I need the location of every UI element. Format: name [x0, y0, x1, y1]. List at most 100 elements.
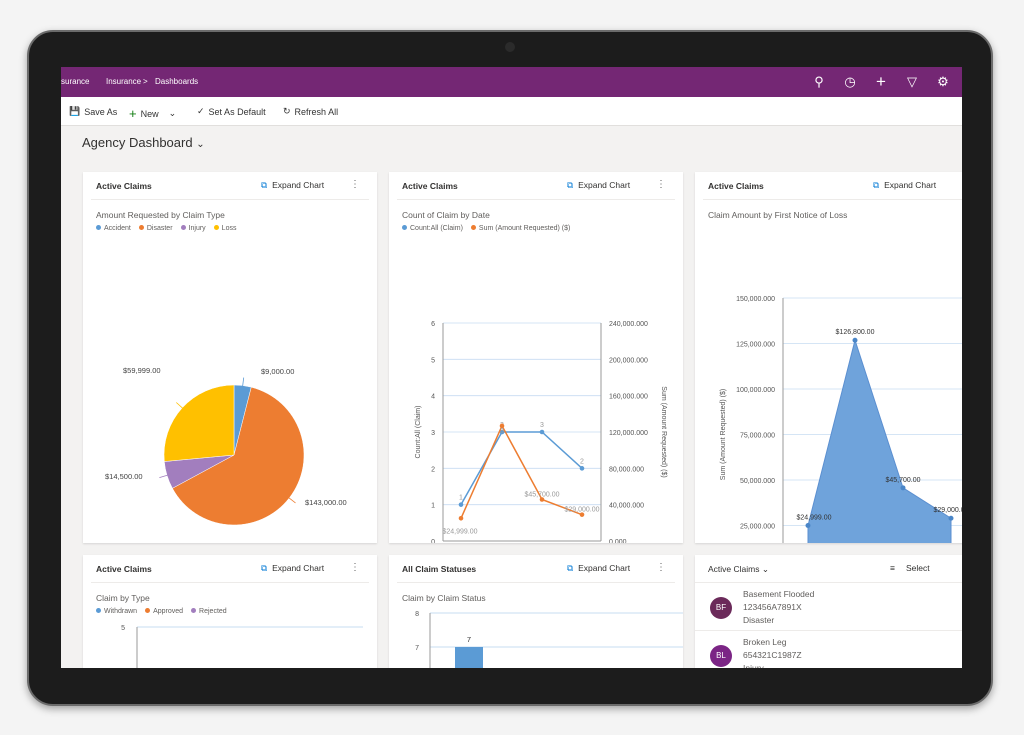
select-button[interactable]: ≡ Select	[890, 563, 930, 573]
y2-tick-label: 160,000.000	[609, 394, 648, 401]
expand-label: Expand Chart	[578, 563, 631, 573]
list-view-selector[interactable]: Active Claims ⌄	[708, 564, 769, 575]
data-point	[499, 423, 505, 429]
breadcrumb-area[interactable]: Insurance	[106, 77, 142, 86]
series-line-0	[460, 431, 583, 506]
list-item[interactable]: BL Broken Leg 654321C1987Z Injury ⋮	[695, 631, 962, 668]
save-as-label: Save As	[84, 106, 118, 117]
chevron-down-icon[interactable]: ⌄	[168, 108, 177, 118]
leader-line	[176, 402, 184, 410]
data-label: 1	[459, 495, 463, 502]
legend-item[interactable]: Count:All (Claim)	[402, 225, 463, 232]
save-as-button[interactable]: 💾 Save As	[69, 106, 117, 117]
legend-item[interactable]: Accident	[96, 225, 131, 232]
breadcrumb-page[interactable]: Dashboards	[155, 77, 199, 86]
expand-chart-button[interactable]: ⧉ Expand Chart	[567, 180, 630, 191]
y-tick-label: 7	[415, 645, 419, 652]
top-nav-bar: surance Insurance > Dashboards ⚲ ◷ + ▽ ⚙	[61, 67, 962, 97]
chart-card: Active Claims ⧉ Expand Chart ⋮ Claim by T…	[83, 555, 377, 668]
item-id: 654321C1987Z	[743, 650, 802, 660]
y-tick-label: 125,000.000	[736, 342, 775, 349]
search-icon[interactable]: ⚲	[814, 74, 824, 89]
chart-title: Amount Requested by Claim Type	[96, 210, 225, 220]
legend-item[interactable]: Approved	[145, 608, 183, 615]
refresh-all-button[interactable]: ↻ Refresh All	[283, 106, 338, 117]
legend-item[interactable]: Withdrawn	[96, 608, 137, 615]
data-label: $59,999.00	[123, 366, 161, 375]
item-title[interactable]: Basement Flooded	[743, 589, 815, 599]
refresh-label: Refresh All	[294, 106, 339, 117]
more-icon[interactable]: ⋮	[959, 637, 962, 648]
filter-icon[interactable]: ▽	[907, 74, 917, 89]
expand-label: Expand Chart	[884, 180, 937, 190]
data-point	[579, 466, 585, 471]
y-tick-label: 50,000.000	[740, 478, 775, 485]
card-header: Active Claims	[96, 564, 152, 574]
set-default-button[interactable]: ✓ Set As Default	[197, 106, 266, 117]
screen: surance Insurance > Dashboards ⚲ ◷ + ▽ ⚙…	[61, 67, 962, 668]
y-tick-label: 100,000.000	[736, 387, 775, 394]
card-header: Active Claims	[708, 181, 764, 191]
chart-legend: Accident Disaster Injury Loss	[96, 225, 236, 232]
list-item[interactable]: BF Basement Flooded 123456A7891X Disaste…	[695, 583, 962, 631]
legend-item[interactable]: Rejected	[191, 608, 227, 615]
leader-line	[159, 474, 170, 479]
add-icon[interactable]: +	[876, 72, 886, 91]
command-bar: 💾 Save As + New ⌄ ✓ Set As Default ↻ Refresh …	[61, 97, 962, 126]
plus-icon: +	[129, 106, 137, 121]
more-options-icon[interactable]: ⋮	[656, 562, 666, 573]
more-options-icon[interactable]: ⋮	[350, 562, 360, 573]
chart-title: Claim by Claim Status	[402, 593, 486, 603]
avatar: BL	[710, 645, 732, 667]
leader-line	[242, 377, 245, 388]
more-options-icon[interactable]: ⋮	[350, 179, 360, 190]
app-name[interactable]: surance	[61, 77, 90, 86]
y-tick-label: 8	[415, 611, 419, 618]
assistant-icon[interactable]: ◷	[844, 74, 856, 89]
y-tick-label: 6	[431, 321, 435, 328]
item-title[interactable]: Broken Leg	[743, 637, 787, 647]
legend-item[interactable]: Disaster	[138, 225, 173, 232]
settings-icon[interactable]: ⚙	[937, 74, 949, 89]
dashboard-selector[interactable]: Agency Dashboard ⌄	[82, 135, 205, 150]
y-axis-title: Count:All (Claim)	[415, 406, 422, 459]
more-icon[interactable]: ⋮	[959, 589, 962, 600]
expand-icon: ⧉	[567, 563, 574, 573]
y2-axis-title: Sum (Amount Requested) ($)	[660, 386, 667, 477]
legend-item[interactable]: Loss	[213, 225, 236, 232]
expand-chart-button[interactable]: ⧉ Expand Chart	[261, 180, 324, 191]
data-label: $45,700.00	[885, 477, 920, 484]
chevron-down-icon: ⌄	[761, 564, 769, 574]
pie-slice-accident	[233, 384, 252, 456]
expand-icon: ⧉	[873, 180, 880, 190]
data-point	[579, 512, 585, 517]
data-point	[458, 515, 464, 521]
legend-item[interactable]: Sum (Amount Requested) ($)	[470, 225, 570, 232]
new-button[interactable]: + New ⌄	[129, 106, 176, 121]
set-default-label: Set As Default	[208, 106, 266, 117]
y2-tick-label: 40,000.000	[609, 503, 644, 510]
y-tick-label: 3	[431, 430, 435, 437]
y-tick-label: 5	[431, 357, 435, 364]
data-label: 3	[540, 422, 544, 429]
more-options-icon[interactable]: ⋮	[656, 179, 666, 190]
y-tick-label: 25,000.000	[740, 524, 775, 531]
data-label: $29,000.00	[933, 507, 962, 514]
chevron-down-icon: ⌄	[196, 139, 205, 150]
pie-slice-disaster	[172, 386, 305, 526]
expand-label: Expand Chart	[578, 180, 631, 190]
data-label: $9,000.00	[261, 367, 294, 376]
card-header: All Claim Statuses	[402, 564, 477, 574]
expand-chart-button[interactable]: ⧉ Expand Chart	[261, 563, 324, 574]
data-point	[852, 337, 858, 343]
data-label: $143,000.00	[305, 498, 347, 507]
new-label: New	[140, 108, 159, 119]
expand-chart-button[interactable]: ⧉ Expand Chart	[873, 180, 936, 191]
expand-chart-button[interactable]: ⧉ Expand Chart	[567, 563, 630, 574]
data-point	[499, 429, 505, 435]
legend-item[interactable]: Injury	[180, 225, 206, 232]
data-point	[539, 429, 545, 435]
data-point	[948, 515, 954, 521]
data-label: 3	[500, 428, 504, 435]
item-type: Disaster	[743, 615, 775, 625]
